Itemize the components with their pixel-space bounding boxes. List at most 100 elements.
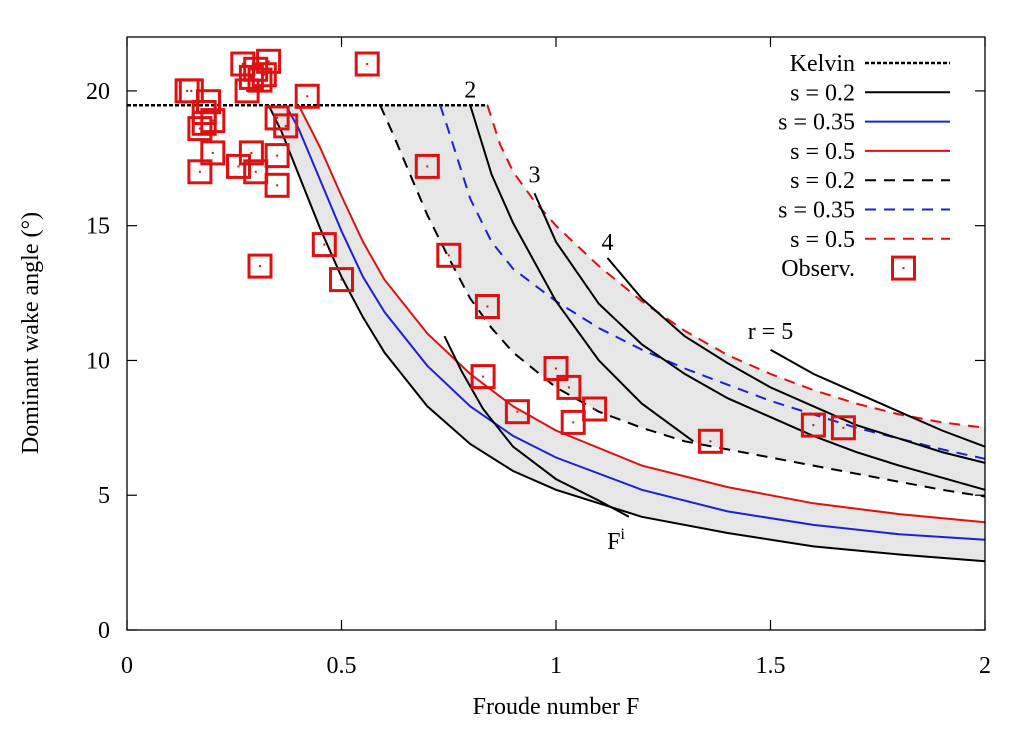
observation-marker-dot (709, 440, 712, 443)
observation-marker-box (247, 67, 273, 93)
legend-entry: s = 0.35 (778, 198, 950, 224)
observation-marker-dot (203, 122, 206, 125)
observation-marker (556, 374, 582, 400)
observation-marker-dot (259, 265, 261, 268)
observation-marker (187, 116, 213, 142)
curve-7 (486, 104, 986, 429)
observation-marker-dot (241, 63, 244, 65)
observation-marker (697, 428, 723, 454)
observation-marker-box (311, 232, 337, 258)
observation-marker-box (354, 51, 380, 77)
observation-marker (251, 62, 277, 88)
observation-marker-dot (211, 119, 214, 122)
observation-marker (200, 108, 226, 134)
legend-entry: s = 0.5 (790, 139, 950, 165)
observation-marker-box (200, 140, 226, 166)
observation-marker-dot (198, 170, 201, 173)
y-tick-label: 10 (86, 348, 110, 374)
observation-marker (247, 67, 273, 93)
y-axis-label: Dominant wake angle (°) (18, 212, 44, 454)
curve-annotation: 4 (601, 230, 613, 256)
legend-label: s = 0.5 (790, 139, 855, 165)
legend-entry: Kelvin (790, 51, 950, 77)
legend: Kelvin s = 0.2 s = 0.35 s = 0.5 s = 0.2 s = 0… (778, 51, 950, 282)
x-tick-label: 1.5 (756, 653, 786, 679)
legend-entry: Observ. (781, 255, 916, 282)
y-tick-label: 20 (86, 79, 110, 105)
observation-marker-dot (593, 408, 596, 410)
observation-marker-dot (516, 410, 519, 413)
observation-marker-box (196, 89, 221, 115)
observation-marker-dot (276, 154, 279, 157)
observation-marker-dot (190, 89, 193, 92)
observation-marker (504, 399, 530, 425)
observation-marker (264, 143, 290, 169)
observation-marker-box (247, 253, 273, 279)
observation-marker-dot (276, 116, 279, 119)
observation-marker-dot (267, 60, 270, 63)
observation-marker-dot (254, 170, 257, 173)
x-tick-label: 0.5 (327, 653, 357, 679)
observation-marker (560, 409, 586, 435)
observation-marker (243, 159, 269, 185)
observation-marker-box (187, 116, 213, 142)
observation-marker-box (251, 62, 277, 88)
observation-marker-dot (567, 386, 570, 389)
observation-marker-dot (842, 426, 845, 429)
observation-marker-box (294, 83, 320, 109)
legend-marker-dot (902, 267, 905, 270)
observation-marker-dot (250, 151, 253, 154)
x-tick-label: 2 (979, 653, 991, 679)
observation-marker (436, 242, 462, 268)
observation-marker-box (436, 242, 462, 268)
observation-marker-dot (198, 127, 201, 130)
legend-entry: s = 0.2 (790, 168, 950, 194)
observation-marker-box (504, 399, 530, 425)
annotation-superscript: i (621, 526, 626, 543)
observation-marker-box (543, 356, 569, 381)
observation-marker-box (582, 396, 608, 422)
legend-label: s = 0.2 (790, 80, 855, 106)
observation-marker (200, 140, 226, 166)
observation-marker-box (273, 113, 299, 139)
observation-marker-box (414, 153, 440, 179)
observation-marker-dot (284, 124, 287, 127)
observation-marker (238, 64, 264, 90)
observation-marker (414, 153, 440, 179)
observation-marker-box (830, 415, 856, 441)
legend-entry: s = 0.5 (790, 227, 950, 253)
observation-marker-box (264, 172, 290, 198)
observation-marker-box (256, 48, 282, 74)
curve-11 (606, 257, 986, 464)
observation-marker-dot (426, 165, 429, 168)
curve-4 (297, 104, 986, 524)
observation-marker-dot (186, 89, 189, 92)
observation-marker-dot (263, 73, 266, 76)
observation-marker-box (329, 267, 354, 293)
y-tick-label: 5 (98, 483, 110, 509)
curve-9 (469, 104, 694, 443)
observation-marker-dot (237, 165, 240, 168)
observation-marker-box (470, 364, 496, 390)
legend-entry: s = 0.35 (778, 110, 950, 136)
observation-marker (543, 356, 569, 381)
curve-10 (533, 192, 986, 491)
y-tick-label: 0 (98, 618, 110, 644)
observation-marker-dot (486, 305, 489, 308)
observation-marker (582, 396, 608, 422)
observation-marker-box (264, 143, 290, 169)
observation-marker (474, 294, 500, 319)
curve-annotation: r = 5 (748, 319, 794, 345)
observation-marker (329, 267, 354, 293)
y-tick-label: 15 (86, 214, 110, 240)
legend-label: s = 0.35 (778, 110, 855, 136)
legend-label: Kelvin (790, 51, 855, 77)
observation-marker (354, 51, 380, 77)
observation-marker-dot (555, 367, 557, 370)
observation-marker-dot (276, 184, 279, 187)
observation-marker-box (226, 153, 251, 179)
observation-marker-dot (207, 100, 210, 103)
observation-marker-box (697, 428, 723, 454)
legend-marker-box (891, 255, 916, 281)
